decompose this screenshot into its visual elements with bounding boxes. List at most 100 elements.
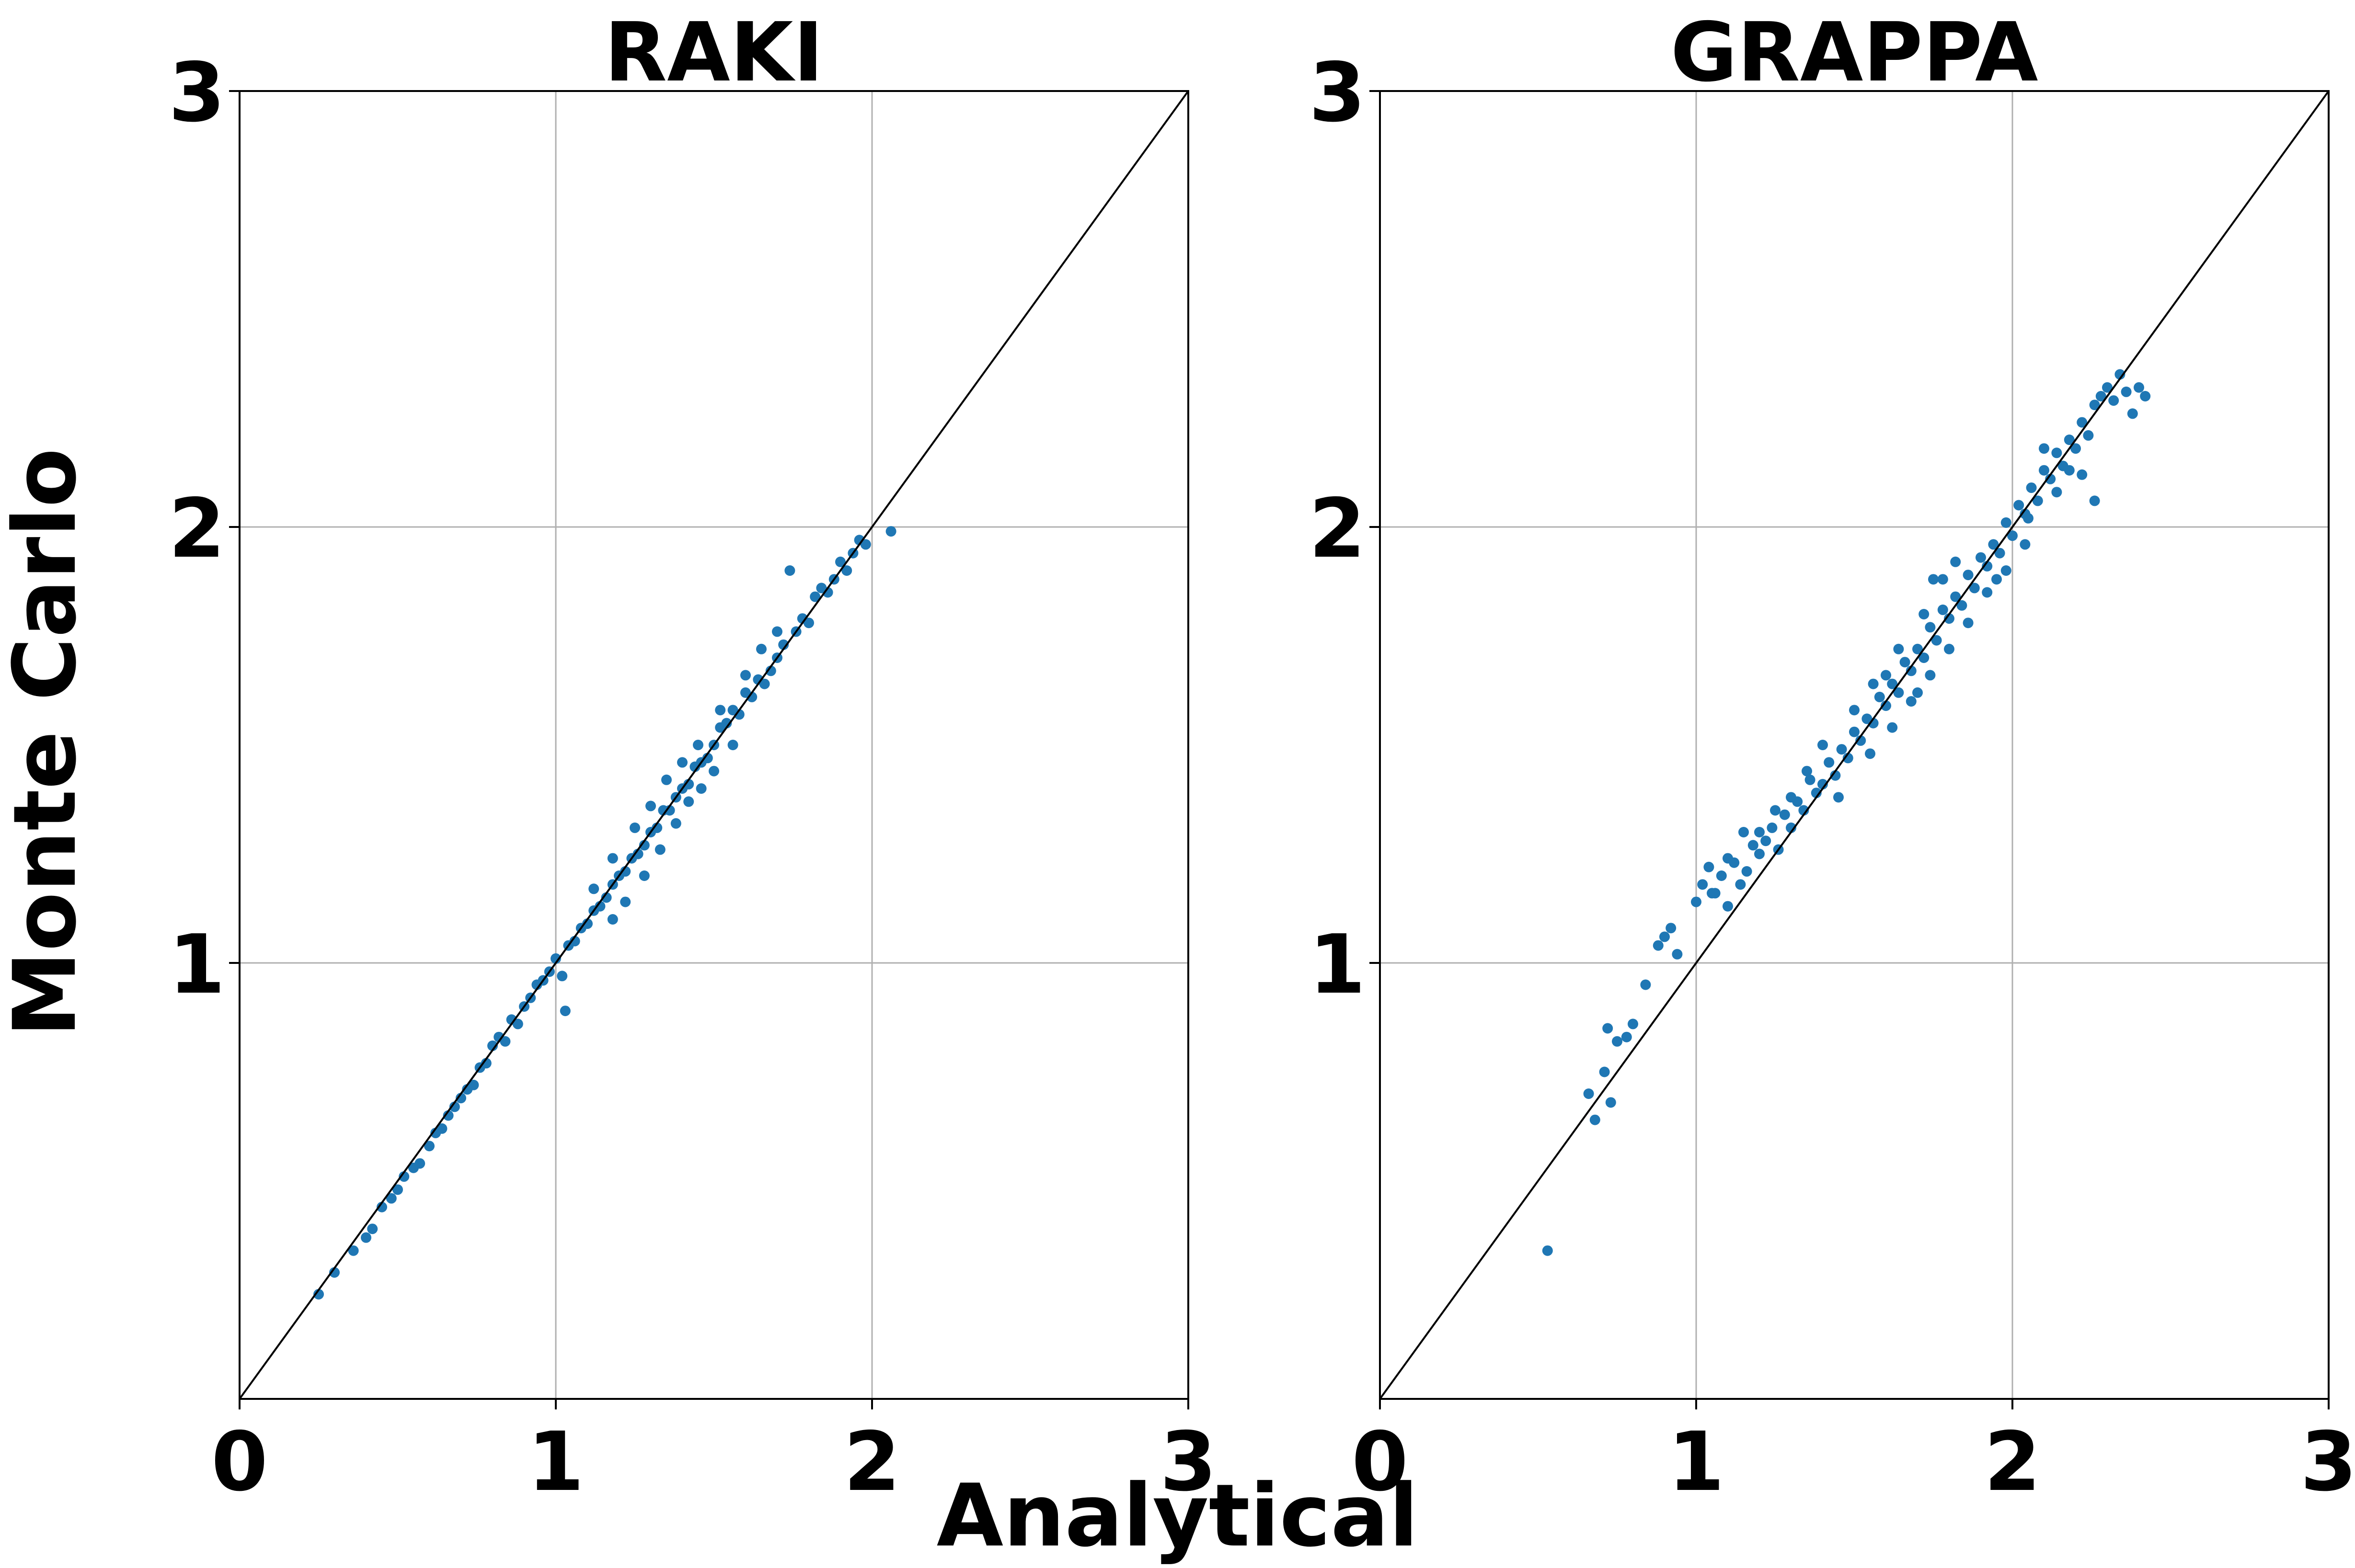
data-point [2013, 500, 2024, 511]
data-point [1976, 552, 1986, 563]
data-point [2089, 495, 2100, 506]
identity-line [239, 90, 1189, 1400]
data-point [1779, 809, 1790, 820]
data-point [1944, 613, 1954, 624]
data-point [765, 665, 776, 676]
data-point [747, 691, 758, 702]
data-point [392, 1184, 403, 1195]
data-point [437, 1123, 448, 1134]
data-point [1697, 879, 1708, 890]
data-point [329, 1267, 340, 1278]
data-point [1602, 1023, 1613, 1034]
data-point [2051, 487, 2062, 498]
data-point [1865, 748, 1875, 759]
data-point [1849, 726, 1860, 737]
y-axis-label: Monte Carlo [0, 448, 95, 1037]
data-point [1868, 718, 1879, 729]
data-point [1969, 583, 1980, 594]
data-point [1842, 753, 1853, 764]
x-tick-label: 2 [844, 1415, 900, 1510]
data-point [652, 822, 663, 833]
data-point [702, 753, 713, 764]
data-point [1950, 556, 1961, 567]
data-point [2089, 400, 2100, 411]
data-point [1653, 940, 1664, 951]
data-point [835, 556, 846, 567]
data-point [2064, 465, 2075, 476]
data-point [1906, 665, 1917, 676]
data-point [1723, 853, 1733, 864]
x-tick-label: 3 [1160, 1415, 1217, 1510]
data-point [2026, 482, 2037, 493]
data-point [582, 918, 593, 929]
data-point [1754, 827, 1765, 837]
data-point [2064, 435, 2075, 445]
data-point [1899, 657, 1910, 668]
data-point [1747, 840, 1758, 851]
data-point [810, 591, 821, 602]
data-point [1583, 1088, 1594, 1099]
data-point [1912, 687, 1923, 698]
data-point [1893, 643, 1904, 654]
data-point [1703, 861, 1714, 872]
data-point [1716, 870, 1727, 881]
data-point [734, 709, 745, 720]
data-point [2127, 408, 2138, 419]
data-point [1887, 678, 1898, 689]
y-tick-label: 1 [1309, 917, 1366, 1012]
data-point [696, 783, 707, 794]
data-point [1836, 744, 1847, 755]
data-point [661, 774, 672, 785]
data-point [1830, 770, 1841, 781]
data-point [759, 678, 770, 689]
data-point [569, 936, 580, 947]
data-point [1605, 1097, 1616, 1108]
data-point [1833, 792, 1844, 803]
data-point [512, 1019, 523, 1030]
data-point [1824, 757, 1835, 768]
data-point [1659, 931, 1670, 942]
data-point [1988, 539, 1999, 550]
data-point [551, 953, 561, 964]
data-point [601, 892, 612, 903]
data-point [1925, 670, 1936, 681]
data-point [560, 1006, 571, 1017]
data-point [632, 848, 643, 859]
data-point [772, 626, 782, 637]
data-point [1672, 949, 1683, 960]
data-point [1804, 774, 1815, 785]
data-point [367, 1224, 378, 1235]
data-point [756, 643, 767, 654]
data-point [677, 757, 688, 768]
data-point [630, 822, 640, 833]
data-point [1937, 574, 1948, 585]
x-axis-label: Analytical [936, 1466, 1419, 1566]
data-point [1612, 1036, 1622, 1047]
data-point [1754, 848, 1765, 859]
data-point [1666, 923, 1677, 934]
data-point [377, 1202, 387, 1213]
data-point [804, 618, 814, 629]
data-point [2134, 382, 2144, 393]
data-point [1874, 691, 1885, 702]
axes-frame [239, 90, 1189, 1400]
data-point [1589, 1114, 1600, 1125]
y-tick-label: 2 [169, 481, 225, 576]
data-point [1925, 622, 1936, 633]
data-point [456, 1093, 466, 1104]
data-point [1918, 652, 1930, 663]
data-point [2020, 539, 2031, 550]
data-point [1887, 722, 1898, 733]
data-point [588, 883, 599, 894]
y-tick-label: 3 [1309, 46, 1366, 140]
data-point [2039, 465, 2049, 476]
data-point [2077, 417, 2088, 428]
data-point [449, 1101, 460, 1112]
data-point [557, 971, 568, 982]
data-point [639, 840, 650, 851]
data-point [1937, 604, 1948, 615]
data-point [639, 870, 650, 881]
data-point [468, 1079, 479, 1090]
data-point [709, 766, 719, 777]
